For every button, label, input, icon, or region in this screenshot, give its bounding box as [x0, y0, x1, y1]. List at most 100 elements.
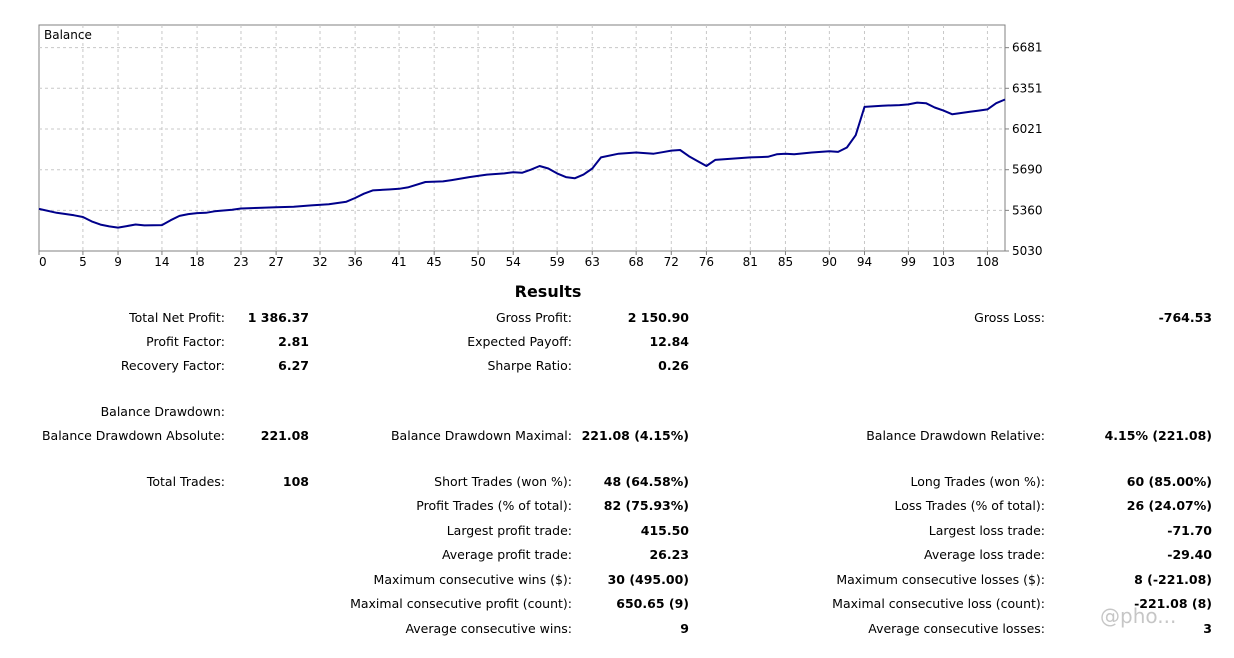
balance-line: [38, 98, 1006, 229]
results-row: Maximal consecutive profit (count): 650.6…: [0, 596, 1234, 616]
stat-label: Gross Profit:: [495, 310, 572, 325]
stat-label: Profit Trades (% of total):: [416, 498, 572, 513]
results-row: Profit Factor: 2.81 Expected Payoff: 12.84: [0, 334, 1234, 354]
stat-value: 415.50: [640, 523, 689, 538]
balance-chart: 0 5 9 14 18 23 27 32 36 41 45 50 54 59 63 68 72 76 81 85 90 9…: [38, 24, 1043, 269]
stat-value: 2.81: [278, 334, 309, 349]
x-tick-label: 99: [901, 255, 916, 269]
x-tick-label: 50: [470, 255, 485, 269]
x-tick-label: 103: [932, 255, 955, 269]
stat-label: Maximal consecutive loss (count):: [832, 596, 1045, 611]
stat-value: -29.40: [1167, 547, 1212, 562]
stat-value: 3: [1203, 621, 1212, 636]
x-tick-label: 76: [699, 255, 714, 269]
stat-label: Average profit trade:: [441, 547, 572, 562]
results-row: Maximum consecutive wins ($): 30 (495.00)…: [0, 572, 1234, 592]
stat-value: -764.53: [1158, 310, 1212, 325]
stat-value: 48 (64.58%): [603, 474, 689, 489]
x-tick-label: 9: [114, 255, 122, 269]
y-tick-label: 6351: [1012, 81, 1043, 95]
y-tick-label: 5030: [1012, 244, 1043, 258]
stat-value: 60 (85.00%): [1126, 474, 1212, 489]
stat-value: 650.65 (9): [616, 596, 689, 611]
stat-label: Loss Trades (% of total):: [894, 498, 1045, 513]
results-row: Total Net Profit: 1 386.37 Gross Profit: 2 …: [0, 310, 1234, 330]
x-tick-label: 94: [857, 255, 872, 269]
stat-value: 26.23: [649, 547, 689, 562]
x-tick-label: 36: [348, 255, 363, 269]
stat-label: Balance Drawdown Relative:: [866, 428, 1045, 443]
watermark: @pho...: [1100, 604, 1177, 628]
chart-title: Balance: [44, 28, 92, 42]
stat-label: Total Net Profit:: [129, 310, 225, 325]
x-tick-label: 90: [822, 255, 837, 269]
results-row: Profit Trades (% of total): 82 (75.93%) Lo…: [0, 498, 1234, 518]
y-tick-label: 5360: [1012, 203, 1043, 217]
stat-label: Balance Drawdown:: [100, 404, 225, 419]
stat-value: 108: [282, 474, 309, 489]
x-tick-label: 72: [664, 255, 679, 269]
stat-label: Maximal consecutive profit (count):: [350, 596, 572, 611]
stat-label: Sharpe Ratio:: [487, 358, 572, 373]
results-title: Results: [514, 282, 582, 301]
stat-value: 6.27: [278, 358, 309, 373]
results-row: Average profit trade: 26.23 Average loss t…: [0, 547, 1234, 567]
x-tick-label: 59: [549, 255, 564, 269]
stat-value: 221.08: [260, 428, 309, 443]
stat-label: Maximum consecutive losses ($):: [836, 572, 1045, 587]
x-tick-label: 23: [233, 255, 248, 269]
stat-value: 4.15% (221.08): [1104, 428, 1212, 443]
x-tick-label: 5: [79, 255, 87, 269]
stat-value: 1 386.37: [247, 310, 309, 325]
x-tick-label: 41: [391, 255, 406, 269]
stat-value: 8 (-221.08): [1134, 572, 1212, 587]
balance-chart-area: 0 5 9 14 18 23 27 32 36 41 45 50 54 59 63 68 72 76 81 85 90 9…: [0, 0, 1234, 272]
stat-label: Maximum consecutive wins ($):: [373, 572, 572, 587]
stat-value: -71.70: [1167, 523, 1212, 538]
stat-label: Balance Drawdown Absolute:: [41, 428, 225, 443]
stat-value: 2 150.90: [627, 310, 689, 325]
results-row: Balance Drawdown:: [0, 404, 1234, 424]
stat-value: 12.84: [649, 334, 689, 349]
x-tick-label: 68: [629, 255, 644, 269]
x-tick-label: 0: [39, 255, 47, 269]
x-tick-label: 14: [154, 255, 169, 269]
x-tick-label: 108: [976, 255, 999, 269]
x-tick-label: 63: [585, 255, 600, 269]
x-tick-label: 45: [427, 255, 442, 269]
stat-label: Average loss trade:: [924, 547, 1045, 562]
x-tick-label: 27: [268, 255, 283, 269]
stat-label: Average consecutive losses:: [868, 621, 1045, 636]
y-tick-label: 5690: [1012, 163, 1043, 177]
stat-label: Balance Drawdown Maximal:: [390, 428, 572, 443]
x-tick-label: 85: [778, 255, 793, 269]
stat-value: 82 (75.93%): [603, 498, 689, 513]
stat-label: Largest profit trade:: [446, 523, 572, 538]
x-tick-label: 32: [312, 255, 327, 269]
x-tick-label: 81: [743, 255, 758, 269]
stat-label: Average consecutive wins:: [405, 621, 572, 636]
results-row: Balance Drawdown Absolute: 221.08 Balance …: [0, 428, 1234, 448]
results-row: Average consecutive wins: 9 Average consec…: [0, 621, 1234, 641]
stat-value: -221.08 (8): [1134, 596, 1212, 611]
stat-label: Gross Loss:: [974, 310, 1045, 325]
stat-label: Short Trades (won %):: [434, 474, 572, 489]
y-tick-label: 6021: [1012, 122, 1043, 136]
stat-label: Total Trades:: [146, 474, 225, 489]
stat-label: Profit Factor:: [146, 334, 225, 349]
x-tick-label: 18: [189, 255, 204, 269]
results-row: Total Trades: 108 Short Trades (won %): 48 …: [0, 474, 1234, 494]
stat-label: Largest loss trade:: [928, 523, 1045, 538]
stat-label: Recovery Factor:: [120, 358, 225, 373]
stat-value: 9: [680, 621, 689, 636]
x-tick-label: 54: [506, 255, 521, 269]
results-row: Recovery Factor: 6.27 Sharpe Ratio: 0.26: [0, 358, 1234, 378]
plot-frame: [38, 24, 1006, 252]
stat-label: Long Trades (won %):: [910, 474, 1045, 489]
stat-value: 0.26: [658, 358, 689, 373]
stat-value: 26 (24.07%): [1126, 498, 1212, 513]
stat-value: 30 (495.00): [607, 572, 689, 587]
stat-value: 221.08 (4.15%): [581, 428, 689, 443]
stat-label: Expected Payoff:: [467, 334, 572, 349]
y-tick-label: 6681: [1012, 41, 1043, 55]
